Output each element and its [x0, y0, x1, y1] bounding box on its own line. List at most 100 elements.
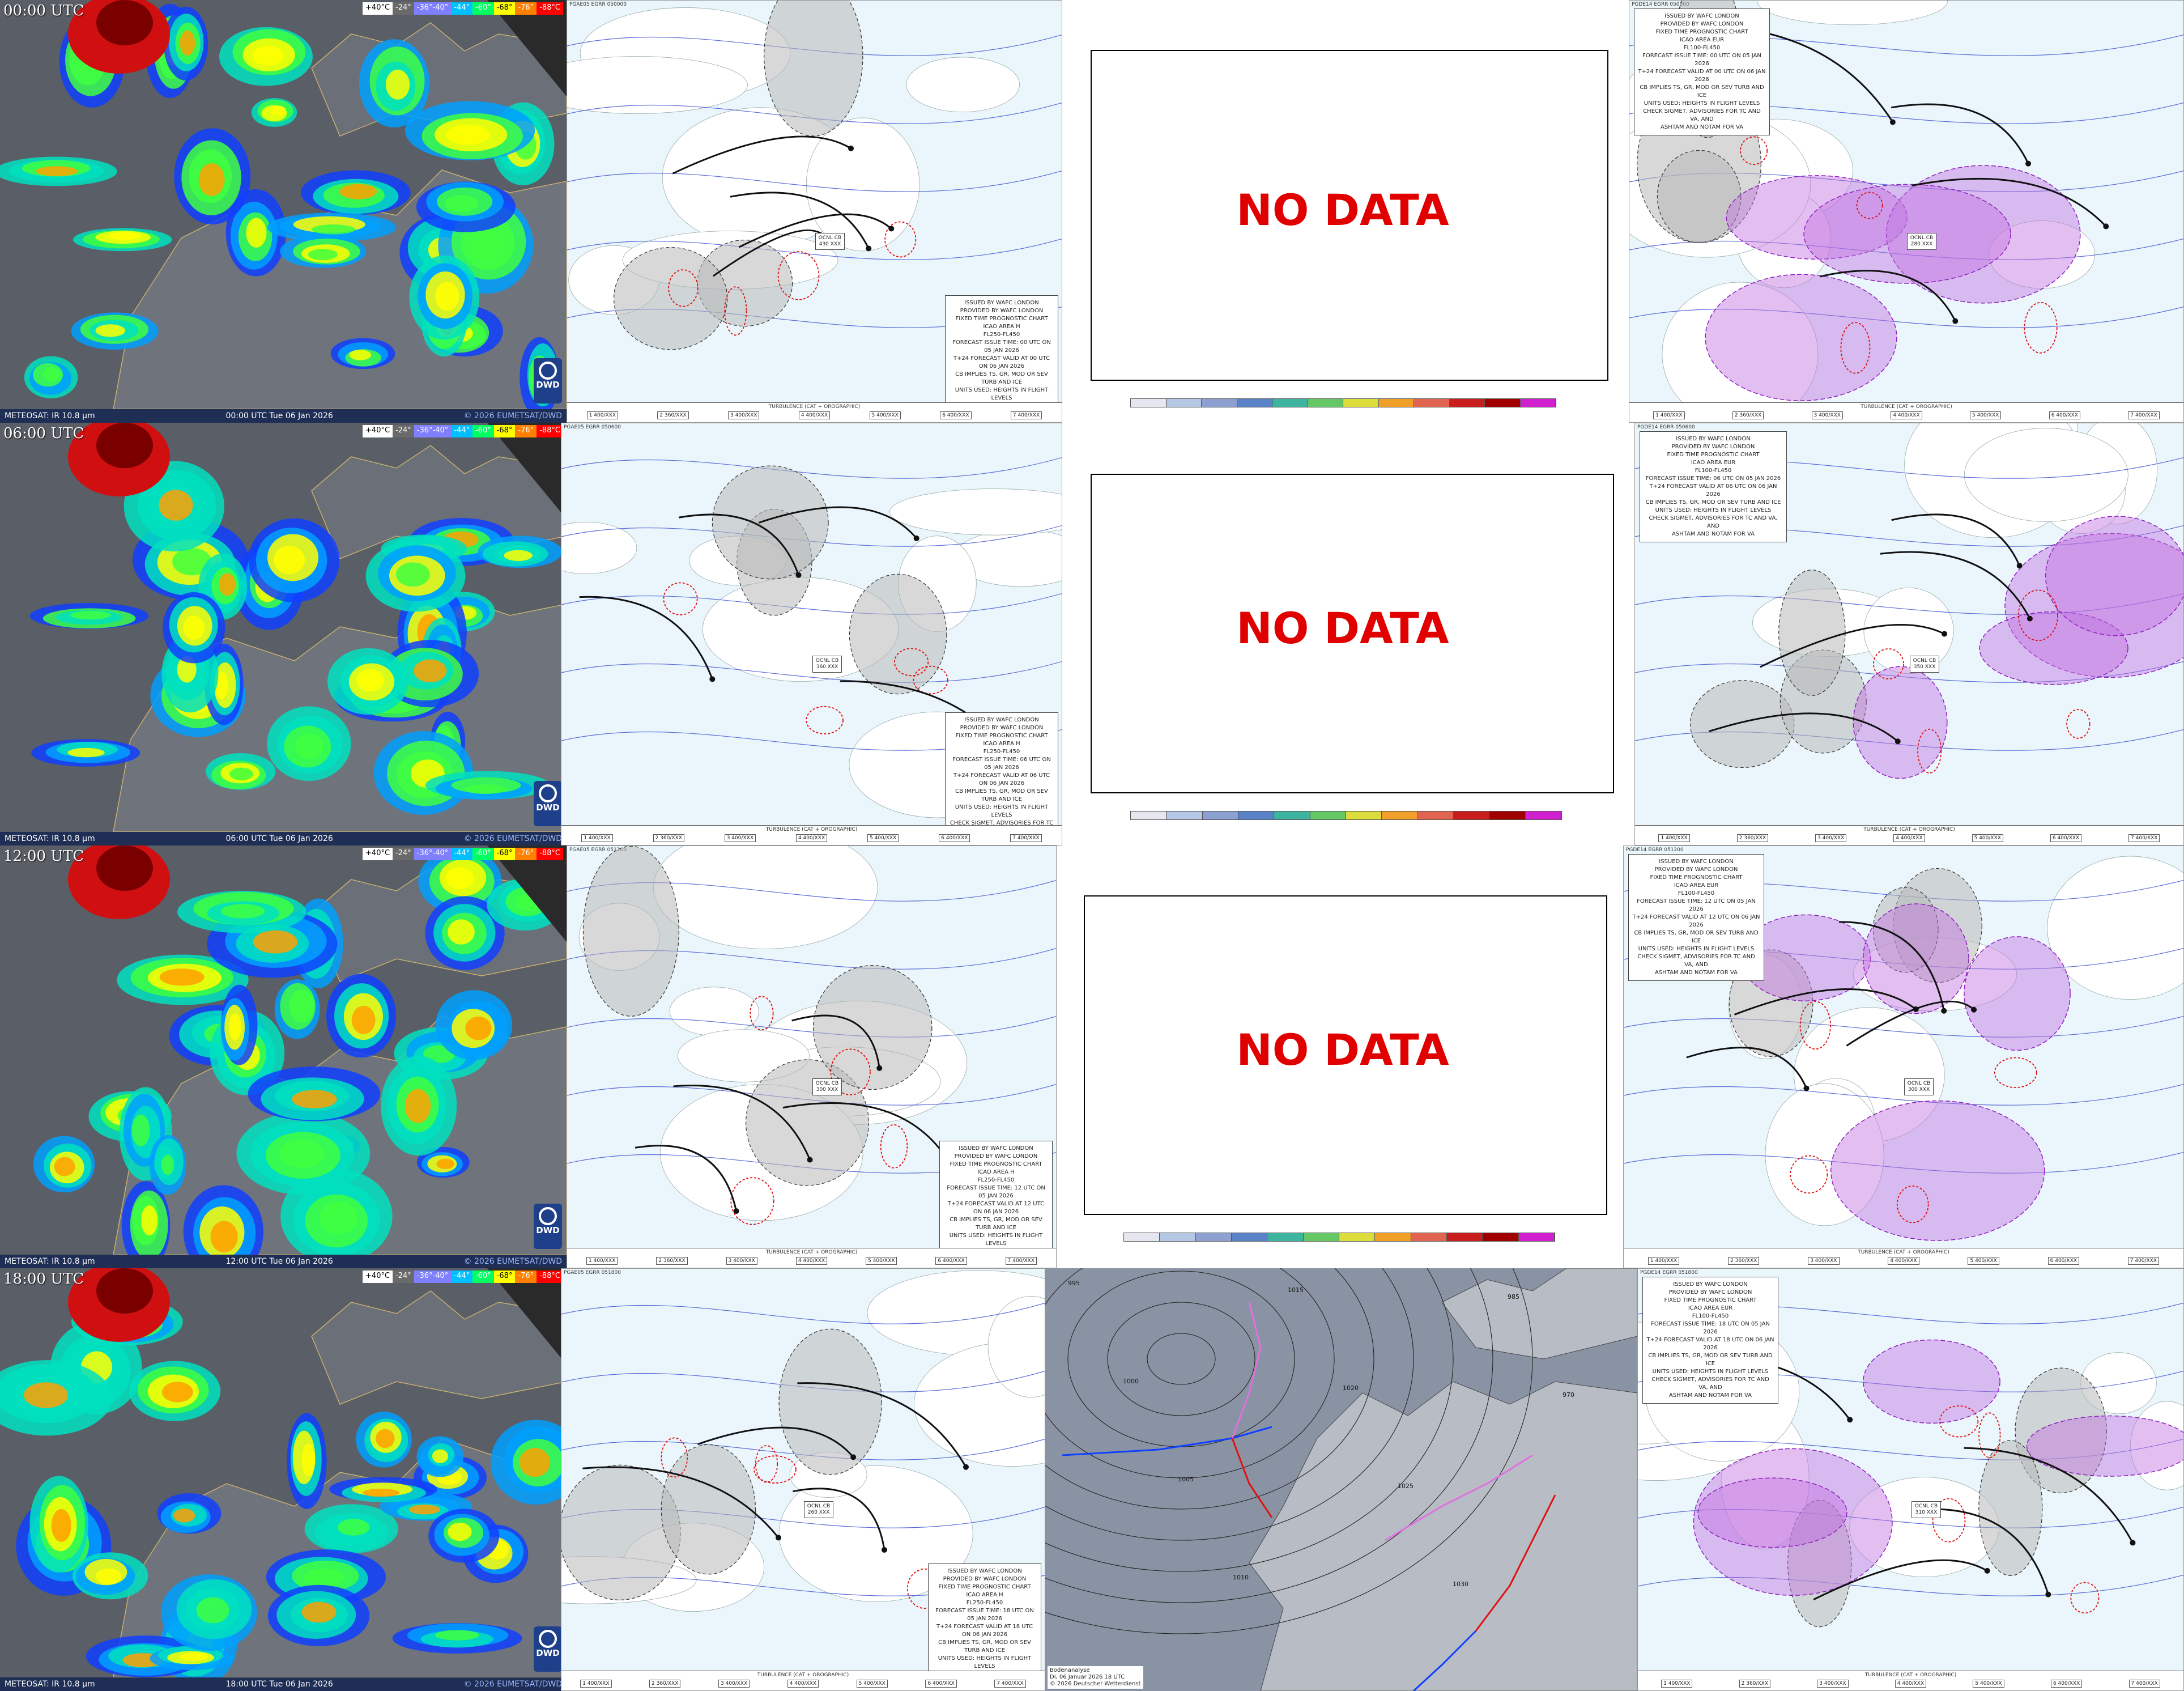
color-scale-step	[1378, 399, 1414, 407]
empty-plot-frame	[1084, 895, 1607, 1215]
dwd-swirl-icon	[539, 1207, 557, 1225]
sigwx-map	[567, 1, 1062, 350]
jet-arrowhead	[866, 245, 872, 252]
cb-area	[1979, 611, 2128, 685]
satellite-ir-image	[33, 846, 567, 1268]
info-line: FL250-FL450	[983, 332, 1020, 338]
legend-item: 3 400/XXX	[718, 1680, 750, 1688]
flight-level-contour	[1624, 1084, 2183, 1106]
image-footer: METEOSAT: IR 10.8 µm 18:00 UTC Tue 06 Jan…	[0, 1677, 567, 1691]
empty-plot-frame	[1091, 474, 1614, 793]
scale-label: -60°	[472, 1271, 494, 1283]
flight-level-contour	[1638, 1506, 2183, 1528]
cb-cloud-outline	[777, 251, 820, 300]
sigwx-area-h-chart: PGAE05 EGRR 050600 ISSUED BY WAFC LONDON P…	[561, 423, 1062, 846]
temperature-scale: +40°C -24° -36°-40° -44° -60° -68° -76° -88°C	[363, 1271, 563, 1283]
color-scale-step	[1414, 399, 1450, 407]
scale-label: +40°C	[363, 848, 393, 860]
footer-time: 18:00 UTC Tue 06 Jan 2026	[225, 1680, 333, 1689]
scale-label: -68°	[493, 848, 516, 860]
cb-cloud-outline	[661, 1437, 688, 1478]
no-data-panel: NO DATA	[1062, 846, 1623, 1268]
chart-info-box: ISSUED BY WAFC LONDON PROVIDED BY WAFC LO…	[945, 712, 1058, 845]
color-scale-step	[1417, 811, 1454, 819]
info-line: FORECAST ISSUE TIME: 12 UTC ON 05 JAN 20…	[1637, 898, 1756, 912]
scale-label: -76°	[515, 848, 537, 860]
color-scale-step	[1272, 399, 1308, 407]
land-area	[2047, 856, 2183, 1000]
dwd-swirl-icon	[539, 1630, 557, 1648]
jet-arrowhead	[807, 1157, 813, 1163]
jet-arrowhead	[733, 1208, 739, 1214]
cb-cloud-outline	[753, 1455, 797, 1484]
surface-pressure-map: 995 1000 1005 1010 1015 1020 1025 1030 985 970	[1045, 1268, 1637, 1691]
info-line: PROVIDED BY WAFC LONDON	[960, 308, 1044, 314]
scale-label: -44°	[451, 848, 472, 860]
legend-item: 1 400/XXX	[581, 834, 613, 842]
info-line: ISSUED BY WAFC LONDON	[1676, 436, 1751, 442]
jet-stream	[738, 213, 892, 248]
color-scale-step	[1343, 399, 1379, 407]
turbulence-area	[1690, 680, 1795, 768]
jet-stream	[1891, 103, 2029, 164]
occluded-front	[1385, 1454, 1533, 1541]
turbulence-area	[582, 846, 679, 1017]
scale-label: -44°	[451, 425, 472, 437]
scale-label: -88°C	[537, 425, 563, 437]
color-scale-step	[1237, 399, 1272, 407]
scale-label: -44°	[451, 2, 472, 15]
scandinavia-land	[1441, 1268, 1637, 1359]
cloud-top-region	[339, 184, 377, 199]
sigwx-eur-chart: PGDE14 EGRR 050000 ISSUED BY WAFC LONDON P…	[1629, 0, 2184, 423]
cloud-top-region	[196, 1597, 229, 1624]
info-line: CB IMPLIES TS, GR, MOD OR SEV TURB AND I…	[1645, 499, 1781, 505]
info-line: FIXED TIME PROGNOSTIC CHART	[955, 733, 1048, 739]
turbulence-legend-title: TURBULENCE (CAT + OROGRAPHIC)	[768, 404, 861, 410]
scale-label: -36°-40°	[414, 848, 452, 860]
land-area	[778, 1465, 973, 1602]
legend-item: 7 400/XXX	[2128, 1680, 2160, 1688]
satellite-panel: 00:00 UTC +40°C -24° -36°-40° -44° -60° -68° -7…	[0, 0, 567, 423]
jet-stream	[1846, 1000, 1975, 1047]
legend-item: 4 400/XXX	[1891, 411, 1922, 419]
jet-arrowhead	[1889, 119, 1896, 125]
info-line: FIXED TIME PROGNOSTIC CHART	[950, 1161, 1042, 1167]
turbulence-legend: TURBULENCE (CAT + OROGRAPHIC) 1 400/XXX 2 …	[1629, 402, 2183, 422]
legend-item: 5 400/XXX	[869, 411, 901, 419]
isobar-label: 1010	[1233, 1574, 1249, 1581]
cb-area	[1885, 165, 2081, 304]
jet-stream	[1819, 270, 1956, 322]
legend-item: 6 400/XXX	[2049, 411, 2081, 419]
color-scale-step	[1525, 811, 1561, 819]
cloud-top-region	[131, 1114, 150, 1146]
color-scale-step	[1166, 399, 1202, 407]
jet-stream	[582, 1466, 780, 1539]
legend-item: 2 360/XXX	[1732, 411, 1764, 419]
isobar-label: 1005	[1178, 1476, 1194, 1483]
info-line: ISSUED BY WAFC LONDON	[947, 1568, 1022, 1574]
color-scale-step	[1124, 1233, 1160, 1241]
jet-stream	[678, 513, 799, 576]
info-line: UNITS USED: HEIGHTS IN FLIGHT LEVELS	[1655, 507, 1772, 513]
cloud-top-region	[172, 547, 212, 576]
cloud-top-region	[292, 1090, 337, 1109]
cb-cloud-outline	[1978, 1412, 2001, 1459]
turbulence-legend-title: TURBULENCE (CAT + OROGRAPHIC)	[765, 1250, 858, 1255]
cloud-top-region	[246, 218, 267, 248]
scale-label: -60°	[472, 425, 494, 437]
cb-cloud-outline	[1740, 136, 1768, 165]
cloud-top-region	[376, 1429, 395, 1448]
dwd-swirl-icon	[539, 362, 557, 380]
warm-front	[1475, 1494, 1556, 1631]
info-line: CB IMPLIES TS, GR, MOD OR SEV TURB AND I…	[1640, 84, 1764, 99]
frame-time-label: 06:00 UTC	[3, 425, 84, 442]
cloud-top-region	[519, 1448, 551, 1477]
cloud-top-region	[183, 615, 205, 640]
deep-convection-core	[96, 423, 153, 468]
turbulence-legend: TURBULENCE (CAT + OROGRAPHIC) 1 400/XXX 2 …	[567, 1248, 1056, 1268]
surface-analysis-map: 995 1000 1005 1010 1015 1020 1025 1030 985 970 Bod…	[1045, 1268, 1637, 1691]
cloud-top-region	[270, 105, 286, 116]
scale-label: -36°-40°	[414, 2, 452, 15]
turbulence-legend: TURBULENCE (CAT + OROGRAPHIC) 1 400/XXX 2 …	[561, 1671, 1045, 1690]
cloud-top-region	[435, 282, 459, 311]
